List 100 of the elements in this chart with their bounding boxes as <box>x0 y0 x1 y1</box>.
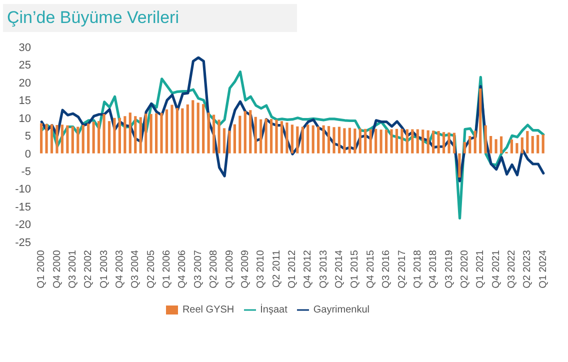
bar <box>134 116 137 154</box>
bar <box>170 104 174 154</box>
x-tick-label: Q3 2010 <box>256 250 267 288</box>
bar <box>432 130 435 154</box>
bar <box>437 131 440 154</box>
x-tick-label: Q4 2021 <box>490 250 502 288</box>
bar <box>60 124 64 154</box>
bar <box>364 128 367 154</box>
bar <box>207 112 210 154</box>
bar <box>139 117 142 154</box>
bar <box>76 126 80 154</box>
bar <box>192 100 194 154</box>
bar <box>468 136 472 154</box>
bar <box>249 110 252 154</box>
bar <box>384 130 388 154</box>
bar <box>395 128 398 154</box>
x-tick-label: Q1 2006 <box>162 250 173 288</box>
bar <box>317 126 320 154</box>
bar <box>45 124 48 154</box>
bar <box>520 137 524 154</box>
bar <box>150 114 152 154</box>
x-tick-label: Q2 2017 <box>396 250 408 288</box>
x-tick-label: Q2 2005 <box>146 250 157 288</box>
bar <box>374 128 378 154</box>
x-tick-label: Q1 2003 <box>98 250 110 288</box>
bar <box>102 114 106 154</box>
bar <box>144 114 148 154</box>
y-tick-label: 20 <box>18 77 31 90</box>
y-tick-label: -20 <box>15 219 31 232</box>
bar <box>87 124 90 154</box>
bar <box>118 118 121 154</box>
bar <box>218 120 220 154</box>
bar <box>108 121 111 154</box>
bar <box>490 136 492 154</box>
bar <box>494 139 498 154</box>
bar <box>165 109 168 154</box>
bar <box>97 121 100 154</box>
bar <box>306 124 310 154</box>
bar <box>154 113 158 154</box>
x-tick-label: Q3 2022 <box>506 250 518 288</box>
x-tick-label: Q4 2012 <box>302 250 314 288</box>
x-tick-label: Q4 2006 <box>177 250 188 288</box>
x-tick-label: Q2 2014 <box>334 250 346 288</box>
y-tick-label: -5 <box>21 166 31 178</box>
bar <box>296 126 299 154</box>
bar <box>66 125 69 154</box>
bar <box>343 128 346 154</box>
legend-label: Gayrimenkul <box>313 304 370 316</box>
bar <box>92 122 95 154</box>
x-tick-label: Q4 2003 <box>114 250 126 288</box>
bar <box>196 102 200 154</box>
x-tick-label: Q4 2015 <box>365 250 376 288</box>
bar <box>222 128 226 154</box>
x-tick-label: Q3 2004 <box>130 250 142 288</box>
bar <box>322 125 325 154</box>
x-tick-label: Q2 2002 <box>83 250 94 288</box>
bar <box>270 118 273 154</box>
bar <box>390 129 393 154</box>
bar <box>474 130 476 154</box>
bar <box>260 119 262 154</box>
bar <box>212 114 216 154</box>
y-tick-label: -25 <box>15 236 31 249</box>
bar <box>338 126 341 154</box>
bar <box>312 125 314 154</box>
bar <box>500 136 503 154</box>
bar <box>463 142 466 154</box>
bar <box>422 130 424 154</box>
x-tick-label: Q2 2011 <box>271 250 282 288</box>
bar <box>369 129 372 154</box>
y-tick-label: 0 <box>24 148 31 160</box>
y-tick-label: 25 <box>18 60 31 72</box>
bar <box>380 130 382 154</box>
bar <box>40 123 43 154</box>
x-tick-label: Q2 2023 <box>522 250 534 288</box>
bar <box>128 112 132 154</box>
bar <box>50 124 54 154</box>
x-tick-label: Q4 2000 <box>52 250 63 288</box>
x-tick-label: Q3 2019 <box>444 250 455 288</box>
x-tick-label: Q1 2021 <box>475 250 486 288</box>
bar <box>254 116 257 154</box>
x-tick-label: Q3 2007 <box>192 250 204 288</box>
bar <box>181 108 184 154</box>
bar <box>238 116 242 154</box>
x-tick-label: Q1 2018 <box>412 250 424 288</box>
bar <box>228 130 231 154</box>
x-tick-label: Q4 2009 <box>240 250 251 288</box>
chart-title: Çin’de Büyüme Verileri <box>3 4 297 32</box>
bar <box>484 125 487 154</box>
x-tick-label: Q1 2012 <box>287 250 298 288</box>
y-tick-label: 10 <box>18 112 31 125</box>
bar <box>290 124 294 154</box>
bar <box>354 128 356 154</box>
bar <box>301 126 304 154</box>
y-tick-label: 30 <box>18 42 31 54</box>
bar <box>233 124 236 154</box>
bar <box>275 120 278 154</box>
bar <box>411 129 414 154</box>
x-tick-label: Q3 2016 <box>381 250 392 288</box>
bar <box>542 134 544 154</box>
x-tick-label: Q1 2024 <box>538 250 549 288</box>
